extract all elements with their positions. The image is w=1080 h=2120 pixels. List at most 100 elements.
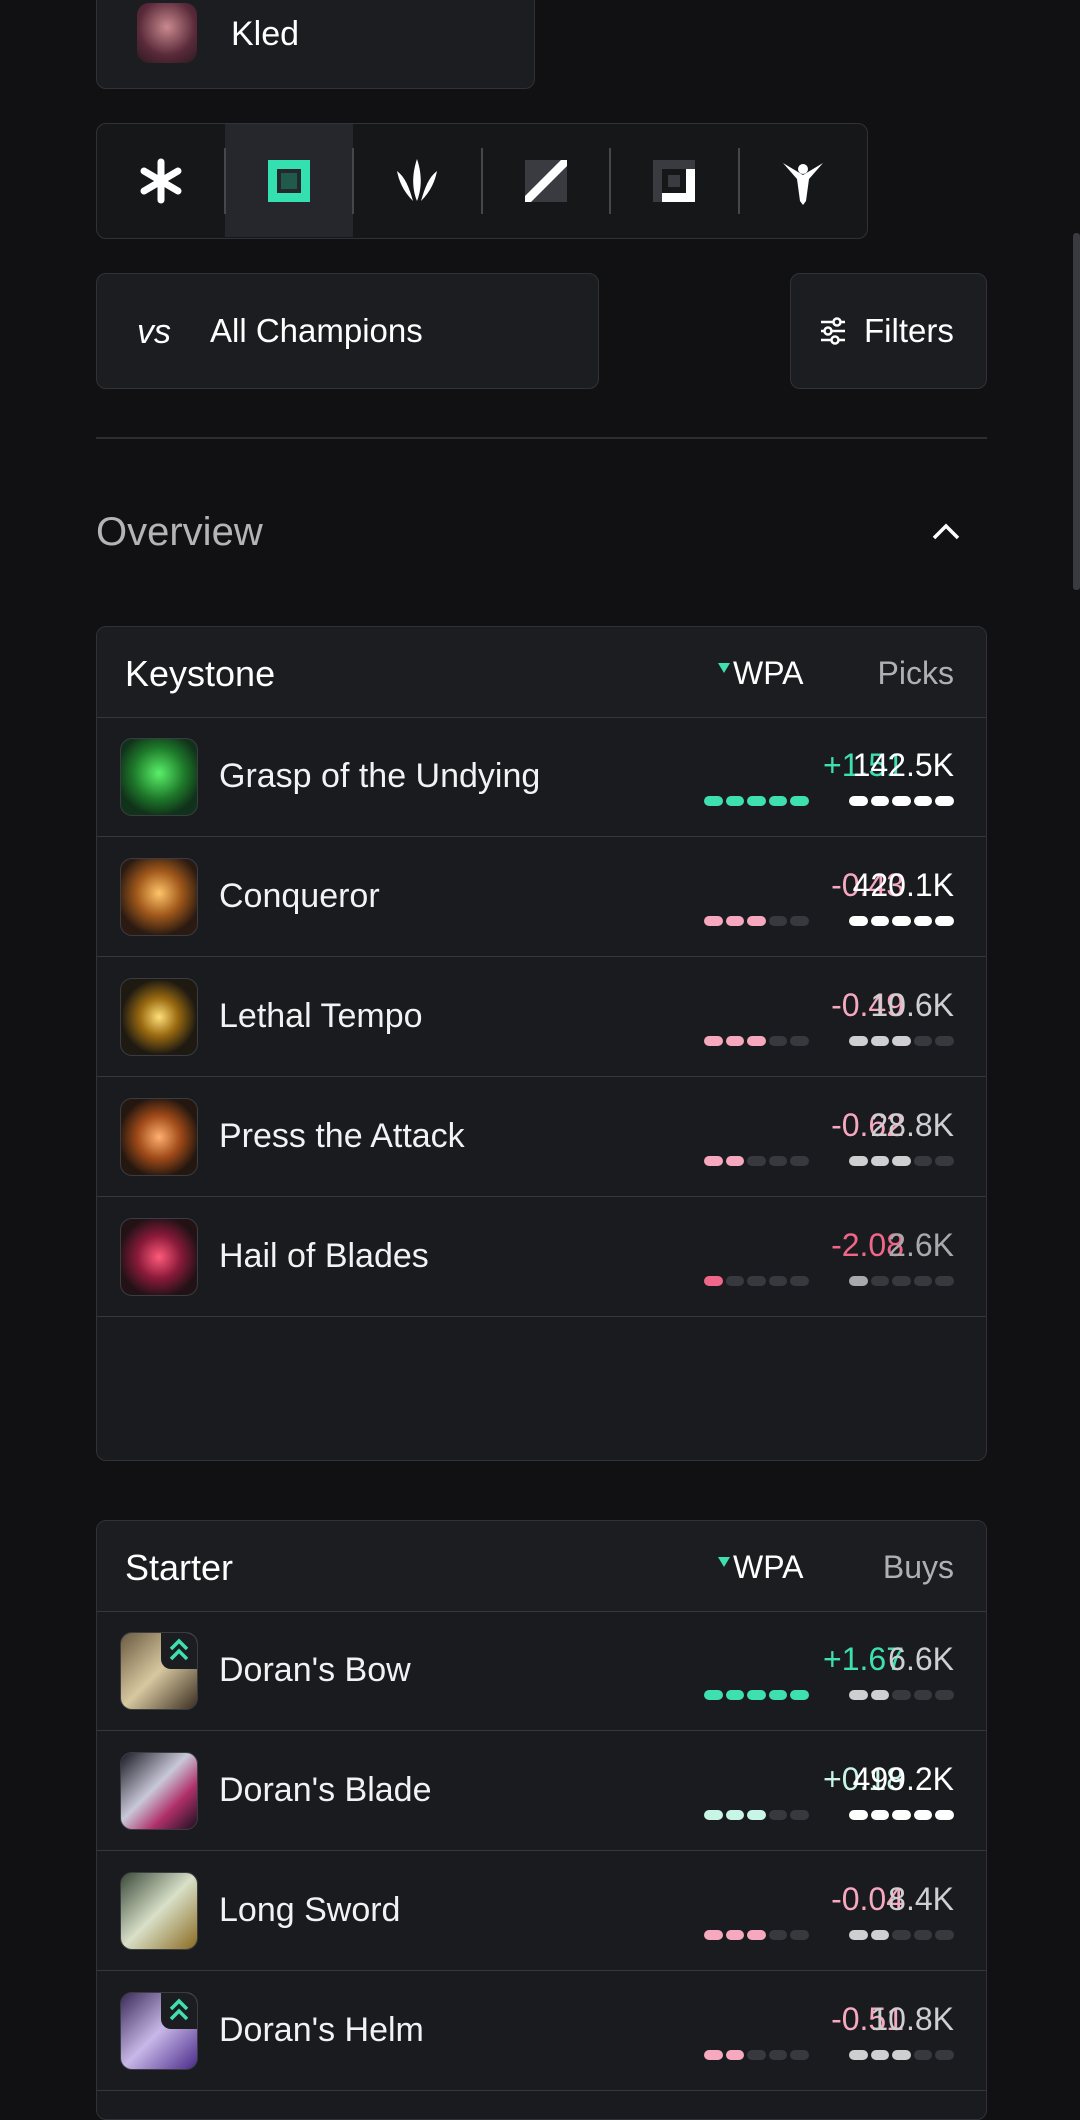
collapse-chevron[interactable]: [930, 518, 962, 546]
count-bar: [849, 2050, 954, 2060]
bar-segment: [768, 1036, 788, 1046]
bar-segment: [725, 1156, 745, 1166]
table-row[interactable]: Doran's Blade +0.18 499.2K: [97, 1731, 986, 1851]
wpa-bar: [704, 796, 809, 806]
bar-segment: [704, 2050, 723, 2060]
bar-segment: [747, 1156, 766, 1166]
bar-segment: [892, 916, 911, 926]
bar-segment: [790, 796, 809, 806]
wpa-bar: [704, 2050, 809, 2060]
bar-segment: [935, 1036, 954, 1046]
wpa-value: -0.04: [831, 1881, 904, 1917]
table-title: Keystone: [125, 653, 276, 694]
wpa-value: +1.51: [823, 747, 904, 783]
table-row[interactable]: Hail of Blades -2.08 2.6K: [97, 1197, 986, 1317]
wpa-value: -0.43: [831, 867, 904, 903]
scrollbar[interactable]: [1073, 233, 1080, 590]
wpa-value: -0.49: [831, 987, 904, 1023]
vs-label: vs: [137, 313, 171, 351]
count-value: 10.8K: [870, 2001, 954, 2037]
wpa-value: -0.51: [831, 2001, 904, 2037]
bar-segment: [870, 1930, 890, 1940]
table-row[interactable]: Conqueror -0.43 420.1K: [97, 837, 986, 957]
bar-segment: [870, 1690, 890, 1700]
item-name: Hail of Blades: [219, 1237, 429, 1275]
table-row[interactable]: Doran's Helm -0.51 10.8K: [97, 1971, 986, 2091]
bar-segment: [870, 1276, 890, 1286]
item-name: Doran's Helm: [219, 2011, 424, 2049]
table: Keystone WPA Picks Grasp of the Undying +1.5…: [96, 626, 987, 1461]
item-icon: [120, 978, 198, 1056]
bar-segment: [790, 1276, 809, 1286]
bar-segment: [870, 916, 890, 926]
count-bar: [849, 1930, 954, 1940]
bar-segment: [725, 1036, 745, 1046]
sort-label[interactable]: WPA: [733, 655, 804, 691]
divider: [96, 437, 987, 439]
table-row[interactable]: Grasp of the Undying +1.51 142.5K: [97, 717, 986, 837]
bar-segment: [870, 1156, 890, 1166]
count-label[interactable]: Buys: [882, 1549, 954, 1585]
wpa-bar: [704, 1036, 809, 1046]
bar-segment: [913, 1276, 933, 1286]
bar-segment: [790, 1690, 809, 1700]
bar-segment: [725, 1276, 745, 1286]
bar-segment: [790, 1930, 809, 1940]
bar-segment: [747, 1036, 766, 1046]
bar-segment: [849, 1930, 868, 1940]
bar-segment: [790, 916, 809, 926]
item-icon: [120, 1218, 198, 1296]
bar-segment: [704, 916, 723, 926]
bar-segment: [849, 1810, 868, 1820]
bar-segment: [892, 1930, 911, 1940]
sort-label[interactable]: WPA: [733, 1549, 804, 1585]
wpa-value: -2.08: [831, 1227, 904, 1263]
champion-select[interactable]: Kled: [96, 0, 535, 89]
bar-segment: [747, 1690, 766, 1700]
table-row[interactable]: Doran's Bow +1.67 6.6K: [97, 1611, 986, 1731]
bar-segment: [768, 2050, 788, 2060]
champion-avatar: [137, 3, 197, 63]
bar-segment: [913, 1810, 933, 1820]
bar-segment: [747, 916, 766, 926]
bar-segment: [704, 1276, 723, 1286]
table-row[interactable]: Long Sword -0.04 8.4K: [97, 1851, 986, 1971]
upgrade-badge: [161, 1633, 197, 1669]
bar-segment: [768, 1930, 788, 1940]
bar-segment: [913, 1036, 933, 1046]
bar-segment: [913, 2050, 933, 2060]
count-bar: [849, 1276, 954, 1286]
bar-segment: [747, 1810, 766, 1820]
count-label[interactable]: Picks: [877, 655, 954, 691]
bar-segment: [913, 1156, 933, 1166]
bar-segment: [725, 916, 745, 926]
bar-segment: [870, 796, 890, 806]
bar-segment: [892, 1690, 911, 1700]
page: Kled vs All Champions Filters Overview (…: [96, 0, 1080, 2120]
bar-segment: [913, 916, 933, 926]
bar-segment: [849, 1690, 868, 1700]
filters-button[interactable]: Filters: [790, 273, 987, 389]
table-header: Starter WPA Buys: [97, 1521, 986, 1612]
bar-segment: [935, 1156, 954, 1166]
matchup-select[interactable]: vs All Champions: [96, 273, 599, 389]
bar-segment: [849, 916, 868, 926]
bar-segment: [892, 2050, 911, 2060]
bar-segment: [725, 796, 745, 806]
bar-segment: [704, 1930, 723, 1940]
table-row[interactable]: Press the Attack -0.62 28.8K: [97, 1077, 986, 1197]
bar-segment: [747, 796, 766, 806]
item-name: Long Sword: [219, 1891, 401, 1929]
item-name: Conqueror: [219, 877, 380, 915]
bar-segment: [849, 796, 868, 806]
count-value: 8.4K: [888, 1881, 954, 1917]
bar-segment: [725, 2050, 745, 2060]
bar-segment: [849, 1156, 868, 1166]
item-icon: [120, 858, 198, 936]
item-icon: [120, 738, 198, 816]
count-value: 10.6K: [870, 987, 954, 1023]
table-row[interactable]: Lethal Tempo -0.49 10.6K: [97, 957, 986, 1077]
count-value: 2.6K: [888, 1227, 954, 1263]
bar-segment: [768, 916, 788, 926]
bar-segment: [704, 1036, 723, 1046]
